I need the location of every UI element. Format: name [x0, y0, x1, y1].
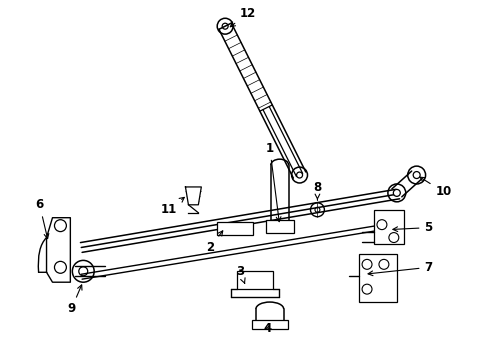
- FancyBboxPatch shape: [217, 222, 252, 235]
- Text: 9: 9: [67, 285, 82, 315]
- Text: 3: 3: [236, 265, 244, 283]
- Text: 8: 8: [313, 181, 321, 200]
- FancyBboxPatch shape: [265, 220, 293, 233]
- Text: 1: 1: [265, 142, 281, 222]
- Text: 10: 10: [419, 177, 450, 198]
- FancyBboxPatch shape: [251, 320, 287, 329]
- Text: 7: 7: [367, 261, 432, 276]
- Text: 5: 5: [392, 221, 432, 234]
- Text: 12: 12: [230, 7, 256, 27]
- Text: 6: 6: [36, 198, 49, 239]
- Text: 11: 11: [160, 197, 184, 216]
- FancyBboxPatch shape: [358, 255, 396, 302]
- Polygon shape: [185, 187, 201, 205]
- FancyBboxPatch shape: [373, 210, 403, 244]
- Text: 2: 2: [206, 231, 222, 254]
- Text: 4: 4: [263, 322, 271, 336]
- FancyBboxPatch shape: [237, 271, 272, 289]
- Polygon shape: [46, 218, 70, 282]
